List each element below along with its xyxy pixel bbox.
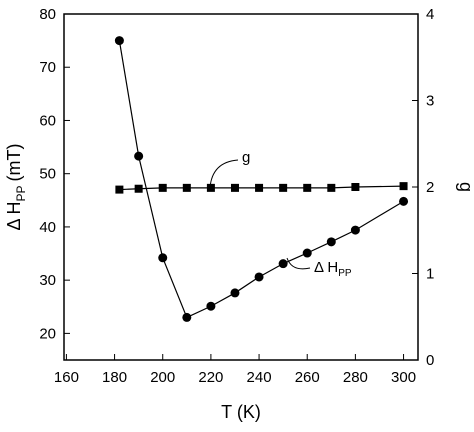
x-tick-label: 300 (391, 369, 416, 386)
x-tick-label: 280 (343, 369, 368, 386)
marker (182, 183, 191, 192)
marker (279, 183, 288, 192)
y2-tick-label: 4 (426, 6, 434, 23)
marker (399, 196, 409, 206)
marker (303, 183, 312, 192)
x-tick-label: 160 (54, 369, 79, 386)
x-tick-label: 240 (247, 369, 272, 386)
y2-axis-label: g (456, 182, 474, 192)
marker (254, 272, 264, 282)
y2-tick-label: 2 (426, 179, 434, 196)
marker (158, 183, 167, 192)
marker (206, 183, 215, 192)
marker (158, 253, 168, 263)
y-tick-label: 20 (39, 325, 56, 342)
x-tick-label: 220 (198, 369, 223, 386)
y-tick-label: 60 (39, 112, 56, 129)
series-annotation: g (242, 149, 250, 166)
marker (326, 237, 336, 247)
annotation-leader (209, 159, 239, 189)
y-axis-label: Δ HPP (mT) (4, 143, 28, 230)
annotation-leader (286, 257, 311, 270)
annotation-sub: PP (338, 268, 352, 279)
y-tick-label: 50 (39, 166, 56, 183)
y-tick-label: 30 (39, 272, 56, 289)
x-tick-label: 260 (295, 369, 320, 386)
marker (206, 301, 216, 311)
marker (327, 183, 336, 192)
series-annotation: Δ HPP (314, 259, 352, 279)
marker (255, 183, 264, 192)
x-axis-label: T (K) (221, 402, 261, 422)
x-tick-label: 180 (102, 369, 127, 386)
y-tick-label: 40 (39, 219, 56, 236)
marker (134, 151, 144, 161)
y-tick-label: 70 (39, 59, 56, 76)
marker (114, 36, 124, 46)
y-label-sub: PP (14, 185, 28, 201)
y2-tick-label: 1 (426, 266, 434, 283)
y-label-main: Δ H (4, 201, 24, 230)
series-line (119, 185, 404, 191)
x-tick-label: 200 (150, 369, 175, 386)
marker (399, 182, 408, 191)
marker (351, 183, 360, 191)
y2-tick-label: 0 (426, 352, 434, 369)
y2-tick-label: 3 (426, 93, 434, 110)
annotation-main: Δ H (314, 259, 338, 276)
marker (278, 259, 288, 269)
y-tick-label: 80 (39, 6, 56, 23)
marker (134, 184, 143, 193)
marker (115, 185, 124, 194)
marker (230, 288, 240, 298)
marker (230, 183, 239, 192)
marker (182, 312, 192, 322)
marker (302, 248, 312, 258)
marker (350, 225, 360, 235)
y-label-unit: (mT) (4, 143, 24, 181)
